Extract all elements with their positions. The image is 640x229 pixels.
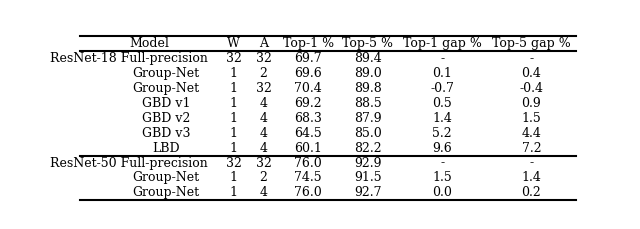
Text: 68.3: 68.3	[294, 112, 322, 125]
Text: 70.4: 70.4	[294, 82, 322, 95]
Text: 4: 4	[260, 127, 268, 140]
Text: 1: 1	[230, 186, 238, 199]
Text: 76.0: 76.0	[294, 156, 322, 169]
Text: Top-5 %: Top-5 %	[342, 37, 393, 50]
Text: -: -	[529, 52, 533, 65]
Text: 5.2: 5.2	[432, 127, 452, 140]
Text: 0.2: 0.2	[522, 186, 541, 199]
Text: 1: 1	[230, 67, 238, 80]
Text: 89.8: 89.8	[354, 82, 381, 95]
Text: 1: 1	[230, 142, 238, 155]
Text: Top-5 gap %: Top-5 gap %	[492, 37, 571, 50]
Text: 1.5: 1.5	[432, 172, 452, 184]
Text: 2: 2	[260, 172, 268, 184]
Text: 60.1: 60.1	[294, 142, 322, 155]
Text: 92.7: 92.7	[354, 186, 381, 199]
Text: 2: 2	[260, 67, 268, 80]
Text: 1: 1	[230, 112, 238, 125]
Text: 82.2: 82.2	[354, 142, 381, 155]
Text: 1.5: 1.5	[522, 112, 541, 125]
Text: Group-Net: Group-Net	[132, 82, 200, 95]
Text: 4: 4	[260, 186, 268, 199]
Text: 4: 4	[260, 97, 268, 110]
Text: 92.9: 92.9	[354, 156, 381, 169]
Text: 64.5: 64.5	[294, 127, 322, 140]
Text: Top-1 gap %: Top-1 gap %	[403, 37, 481, 50]
Text: 74.5: 74.5	[294, 172, 322, 184]
Text: 32: 32	[226, 52, 242, 65]
Text: 32: 32	[255, 52, 271, 65]
Text: 0.4: 0.4	[522, 67, 541, 80]
Text: ResNet-18 Full-precision: ResNet-18 Full-precision	[50, 52, 207, 65]
Text: -: -	[529, 156, 533, 169]
Text: 69.6: 69.6	[294, 67, 322, 80]
Text: Model: Model	[129, 37, 170, 50]
Text: 69.7: 69.7	[294, 52, 322, 65]
Text: Top-1 %: Top-1 %	[283, 37, 333, 50]
Text: 1: 1	[230, 97, 238, 110]
Text: 1.4: 1.4	[522, 172, 541, 184]
Text: GBD v3: GBD v3	[142, 127, 190, 140]
Text: GBD v1: GBD v1	[142, 97, 190, 110]
Text: 32: 32	[226, 156, 242, 169]
Text: 1: 1	[230, 172, 238, 184]
Text: 87.9: 87.9	[354, 112, 381, 125]
Text: 32: 32	[255, 82, 271, 95]
Text: -: -	[440, 156, 444, 169]
Text: LBD: LBD	[152, 142, 180, 155]
Text: Group-Net: Group-Net	[132, 67, 200, 80]
Text: 7.2: 7.2	[522, 142, 541, 155]
Text: Group-Net: Group-Net	[132, 172, 200, 184]
Text: 1: 1	[230, 127, 238, 140]
Text: -0.7: -0.7	[430, 82, 454, 95]
Text: Group-Net: Group-Net	[132, 186, 200, 199]
Text: 0.9: 0.9	[522, 97, 541, 110]
Text: 88.5: 88.5	[354, 97, 381, 110]
Text: -: -	[440, 52, 444, 65]
Text: -0.4: -0.4	[520, 82, 543, 95]
Text: 89.0: 89.0	[354, 67, 381, 80]
Text: 91.5: 91.5	[354, 172, 381, 184]
Text: 89.4: 89.4	[354, 52, 381, 65]
Text: A: A	[259, 37, 268, 50]
Text: 1.4: 1.4	[432, 112, 452, 125]
Text: 0.1: 0.1	[432, 67, 452, 80]
Text: 4.4: 4.4	[522, 127, 541, 140]
Text: 85.0: 85.0	[354, 127, 381, 140]
Text: 4: 4	[260, 142, 268, 155]
Text: GBD v2: GBD v2	[142, 112, 190, 125]
Text: 76.0: 76.0	[294, 186, 322, 199]
Text: 1: 1	[230, 82, 238, 95]
Text: 0.5: 0.5	[432, 97, 452, 110]
Text: 4: 4	[260, 112, 268, 125]
Text: 69.2: 69.2	[294, 97, 322, 110]
Text: 32: 32	[255, 156, 271, 169]
Text: 0.0: 0.0	[432, 186, 452, 199]
Text: ResNet-50 Full-precision: ResNet-50 Full-precision	[50, 156, 207, 169]
Text: 9.6: 9.6	[432, 142, 452, 155]
Text: W: W	[227, 37, 240, 50]
